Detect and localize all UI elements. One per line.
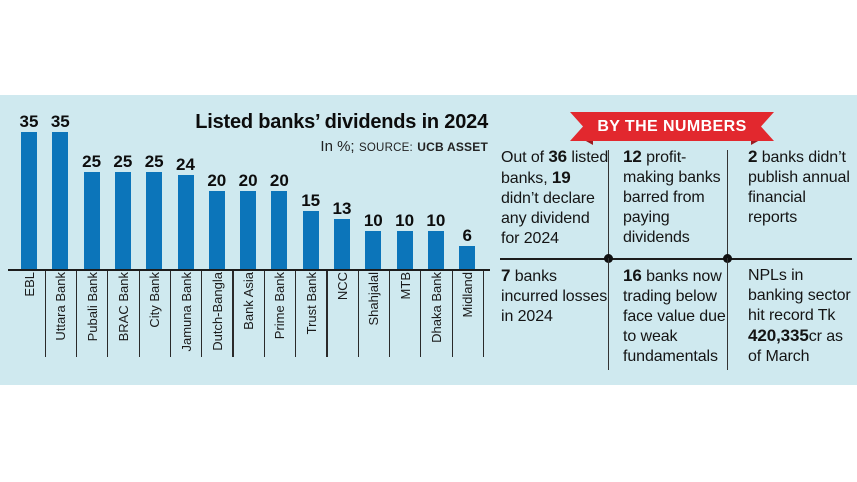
chart-title: Listed banks’ dividends in 2024 <box>195 111 488 133</box>
x-axis-label: EBL <box>22 272 37 297</box>
bar-value-label: 25 <box>82 151 102 171</box>
x-axis-tick-divider <box>44 271 46 357</box>
x-axis-line <box>8 269 490 271</box>
bar <box>208 191 225 270</box>
x-axis-label: Midland <box>460 272 476 318</box>
bar-value-label: 10 <box>363 210 383 230</box>
dividends-bar-chart: Listed banks’ dividends in 2024 In %; SO… <box>0 95 497 385</box>
x-axis-label: Bank Asia <box>241 272 257 330</box>
chart-column: 35 <box>13 95 45 270</box>
x-axis-label: Trust Bank <box>303 272 319 335</box>
chart-column: 10 <box>357 95 389 270</box>
chart-column: 25 <box>138 95 170 270</box>
x-axis-label: NCC <box>335 272 350 301</box>
bar <box>146 171 163 270</box>
x-axis-tick-divider <box>107 271 109 357</box>
chart-column: 20 <box>263 95 295 270</box>
bar <box>334 218 350 270</box>
chart-column: 15 <box>295 95 327 270</box>
row-divider <box>500 258 852 260</box>
bar <box>427 230 444 270</box>
bar <box>21 132 37 270</box>
x-axis-tick-divider <box>295 271 297 357</box>
by-the-numbers-ribbon: BY THE NUMBERS <box>570 112 774 145</box>
bar-value-label: 35 <box>19 112 39 132</box>
bar-value-label: 10 <box>426 210 446 230</box>
bar-value-label: 24 <box>176 155 195 175</box>
fact-cell: 7 banks incurred losses in 2024 <box>501 266 608 325</box>
x-axis-label: Dutch-Bangla <box>209 272 225 351</box>
chart-column: 13 <box>326 95 358 270</box>
x-axis-label: Prime Bank <box>272 272 288 340</box>
x-axis-tick-divider <box>232 271 234 357</box>
bar-value-label: 20 <box>238 171 258 191</box>
chart-column: 35 <box>44 95 76 270</box>
fact-cell: 12 profit-making banks barred from payin… <box>623 147 721 246</box>
x-axis-tick-divider <box>451 271 453 357</box>
fact-cell: 2 banks didn’t publish annual financial … <box>748 147 850 226</box>
by-the-numbers-header: BY THE NUMBERS <box>570 112 774 141</box>
column-divider <box>608 258 610 370</box>
fact-cell: NPLs in banking sector hit record Tk 420… <box>748 267 851 365</box>
chart-column: 24 <box>170 95 202 270</box>
chart-column: 25 <box>107 95 139 270</box>
bar <box>240 191 257 270</box>
chart-column: 10 <box>420 95 452 270</box>
column-divider <box>727 150 729 258</box>
x-axis-tick-divider <box>388 271 391 357</box>
bar-value-label: 15 <box>301 190 321 210</box>
x-axis-tick-divider <box>263 271 265 357</box>
x-axis-tick-divider <box>169 271 172 357</box>
bar-value-label: 13 <box>332 198 352 218</box>
x-axis-label: Jamuna Bank <box>178 272 194 352</box>
bar-value-label: 35 <box>50 112 70 132</box>
x-axis-label: Uttara Bank <box>53 272 69 341</box>
bar <box>83 171 100 270</box>
x-axis-tick-divider <box>138 271 140 357</box>
x-axis-label: BRAC Bank <box>115 272 131 342</box>
x-axis-label: Dhaka Bank <box>428 272 444 343</box>
x-axis-label: Pubali Bank <box>84 272 100 342</box>
plot-area: 35 35 25 25 25 24 20 20 20 15 13 10 10 10 6 <box>0 95 497 270</box>
chart-column: 20 <box>232 95 264 270</box>
chart-source-name: UCB ASSET <box>417 140 488 154</box>
bar <box>114 171 131 270</box>
bar <box>459 246 476 270</box>
x-axis-label: MTB <box>397 272 413 300</box>
chart-column: 20 <box>201 95 233 270</box>
x-axis-tick-divider <box>326 271 328 357</box>
x-axis-label: City Bank <box>147 272 163 328</box>
bar-value-label: 25 <box>144 151 164 171</box>
chart-column: 25 <box>76 95 108 270</box>
infographic-panel: Listed banks’ dividends in 2024 In %; SO… <box>0 95 857 385</box>
bar-value-label: 6 <box>462 226 472 246</box>
bar-value-label: 25 <box>113 151 133 171</box>
bar <box>271 191 288 270</box>
chart-subtitle: In %; SOURCE: UCB ASSET <box>320 138 488 156</box>
bar-value-label: 20 <box>207 171 227 191</box>
x-axis-label: Shahjalal <box>366 272 382 326</box>
bar-value-label: 20 <box>269 171 289 191</box>
fact-cell: 16 banks now trading below face value du… <box>623 266 726 365</box>
fact-cell: Out of 36 listed banks, 19 didn’t declar… <box>501 147 609 247</box>
x-axis-tick-divider <box>482 271 485 357</box>
chart-source-label: SOURCE: <box>359 142 413 154</box>
x-axis-tick-divider <box>75 271 78 357</box>
by-the-numbers-section: BY THE NUMBERS Out of 36 listed banks, 1… <box>497 95 857 385</box>
column-divider <box>608 150 610 258</box>
x-axis-tick-divider <box>420 271 422 357</box>
column-divider <box>727 258 729 370</box>
bar-value-label: 10 <box>395 210 415 230</box>
chart-unit-label: In %; <box>320 138 355 155</box>
chart-column: 10 <box>389 95 421 270</box>
bar <box>52 132 69 270</box>
chart-column: 6 <box>451 95 483 270</box>
x-axis-tick-divider <box>357 271 359 357</box>
bar <box>177 175 194 270</box>
bar <box>396 230 413 270</box>
bar <box>302 210 319 270</box>
bar <box>365 230 382 270</box>
x-axis-tick-divider <box>201 271 203 357</box>
